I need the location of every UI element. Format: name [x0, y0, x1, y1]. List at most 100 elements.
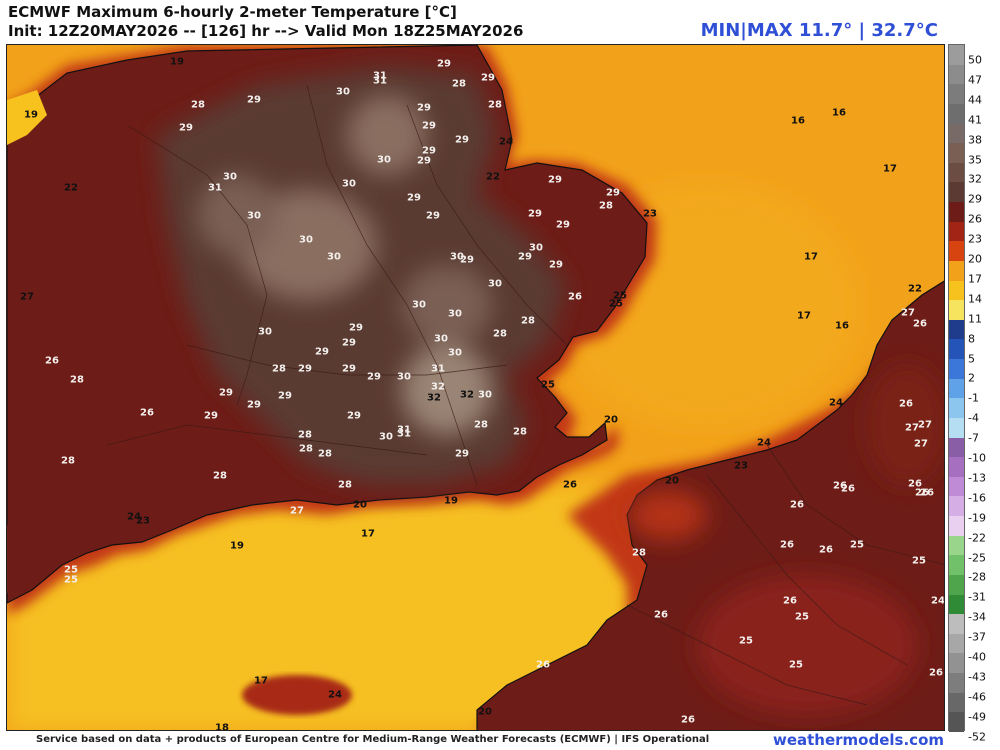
- scale-swatch: [949, 123, 964, 144]
- scale-swatch: [949, 535, 964, 556]
- temp-value-label: 32: [427, 392, 441, 404]
- temp-value-label: 29: [417, 102, 431, 114]
- scale-swatch: [949, 84, 964, 104]
- scale-tick-label: -25: [968, 551, 986, 565]
- temperature-map[interactable]: 19 31 31 29 29 28 30 28 29 28 29 19 29 29 29 24 29 29 30 22…: [6, 44, 945, 731]
- temp-value-label: 26: [833, 480, 847, 492]
- temp-value-label: 23: [643, 208, 657, 220]
- scale-tick-label: 38: [968, 133, 982, 147]
- scale-swatch: [949, 633, 964, 654]
- scale-swatch: [949, 594, 964, 615]
- scale-swatch: [949, 260, 964, 281]
- temp-value-label: 29: [342, 337, 356, 349]
- temp-value-label: 26: [790, 499, 804, 511]
- temp-value-label: 29: [342, 363, 356, 375]
- temp-value-label: 30: [448, 308, 462, 320]
- temp-value-label: 32: [460, 389, 474, 401]
- temp-value-label: 29: [426, 210, 440, 222]
- temp-value-label: 27: [914, 438, 928, 450]
- scale-tick-label: -40: [968, 650, 986, 664]
- temp-value-label: 29: [247, 94, 261, 106]
- scale-swatch: [949, 516, 964, 536]
- temp-value-label: 23: [136, 515, 150, 527]
- scale-swatch: [949, 653, 964, 673]
- scale-tick-label: -31: [968, 590, 986, 604]
- temp-value-label: 29: [548, 174, 562, 186]
- scale-tick-label: 44: [968, 93, 982, 107]
- temp-value-label: 28: [521, 315, 535, 327]
- temp-value-label: 31: [397, 428, 411, 440]
- temp-value-label: 20: [478, 706, 492, 718]
- scale-swatch: [949, 555, 964, 575]
- temp-value-label: 25: [850, 539, 864, 551]
- temp-value-label: 29: [349, 322, 363, 334]
- scale-tick-label: 20: [968, 252, 982, 266]
- temp-value-label: 29: [367, 371, 381, 383]
- temp-value-label: 17: [361, 528, 375, 540]
- brand-link[interactable]: weathermodels.com: [772, 731, 944, 749]
- temp-value-label: 30: [299, 234, 313, 246]
- temp-value-label: 28: [70, 374, 84, 386]
- temp-value-label: 20: [353, 499, 367, 511]
- temp-value-label: 27: [20, 291, 34, 303]
- temp-value-label: 22: [486, 171, 500, 183]
- temp-value-label: 29: [219, 387, 233, 399]
- scale-tick-label: -46: [968, 690, 986, 704]
- temp-value-label: 30: [434, 333, 448, 345]
- scale-tick-label: 32: [968, 172, 982, 186]
- scale-tick-label: 8: [968, 332, 975, 346]
- temp-value-label: 28: [272, 363, 286, 375]
- temp-value-label: 28: [488, 99, 502, 111]
- temp-value-label: 18: [215, 722, 229, 731]
- scale-tick-label: -43: [968, 670, 986, 684]
- temp-value-label: 20: [604, 414, 618, 426]
- temp-value-label: 30: [379, 431, 393, 443]
- scale-swatch: [949, 712, 964, 732]
- scale-swatch: [949, 692, 964, 713]
- scale-tick-label: -13: [968, 471, 986, 485]
- temp-value-label: 26: [568, 291, 582, 303]
- temp-value-label: 24: [127, 511, 141, 523]
- temp-value-label: 26: [819, 544, 833, 556]
- temp-value-label: 29: [606, 187, 620, 199]
- temp-value-label: 27: [918, 419, 932, 431]
- scale-swatch: [949, 241, 964, 261]
- scale-tick-label: 11: [968, 312, 982, 326]
- temp-value-label: 26: [920, 487, 934, 499]
- color-scale-ticks: 50 47 44 41 38 35 32 29 26 23 20 17 14 11 8 5 2 -1 -4 -7 -10…: [966, 44, 1000, 744]
- scale-tick-label: -22: [968, 531, 986, 545]
- map-subtitle: Init: 12Z20MAY2026 -- [126] hr --> Valid…: [8, 22, 524, 40]
- temp-value-label: 30: [377, 154, 391, 166]
- scale-swatch: [949, 280, 964, 301]
- scale-tick-label: -49: [968, 710, 986, 724]
- temp-value-label: 27: [905, 422, 919, 434]
- scale-tick-label: -16: [968, 491, 986, 505]
- temp-value-label: 24: [328, 689, 342, 701]
- temp-value-label: 29: [347, 410, 361, 422]
- data-credit: Service based on data + products of Euro…: [36, 734, 710, 745]
- temp-value-label: 19: [170, 56, 184, 68]
- temp-value-label: 30: [412, 299, 426, 311]
- temp-value-label: 20: [665, 475, 679, 487]
- temp-value-label: 28: [513, 426, 527, 438]
- temp-value-label: 28: [213, 470, 227, 482]
- temp-value-label: 26: [780, 539, 794, 551]
- temp-value-label: 24: [829, 397, 843, 409]
- continent-variation: [627, 365, 944, 715]
- temp-value-label: 29: [204, 410, 218, 422]
- temp-value-label: 17: [254, 675, 268, 687]
- temp-value-label: 19: [444, 495, 458, 507]
- temp-value-label: 28: [599, 200, 613, 212]
- temp-value-label: 25: [912, 555, 926, 567]
- temp-value-label: 19: [230, 540, 244, 552]
- scale-swatch: [949, 574, 964, 595]
- temp-value-label: 29: [422, 120, 436, 132]
- temp-value-label: 24: [757, 437, 771, 449]
- temp-value-label: 29: [549, 259, 563, 271]
- temp-value-label: 25: [64, 574, 78, 586]
- scale-swatch: [949, 202, 964, 222]
- temp-value-label: 31: [431, 363, 445, 375]
- temp-value-label: 29: [481, 72, 495, 84]
- temp-value-label: 22: [64, 182, 78, 194]
- temp-value-label: 25: [795, 611, 809, 623]
